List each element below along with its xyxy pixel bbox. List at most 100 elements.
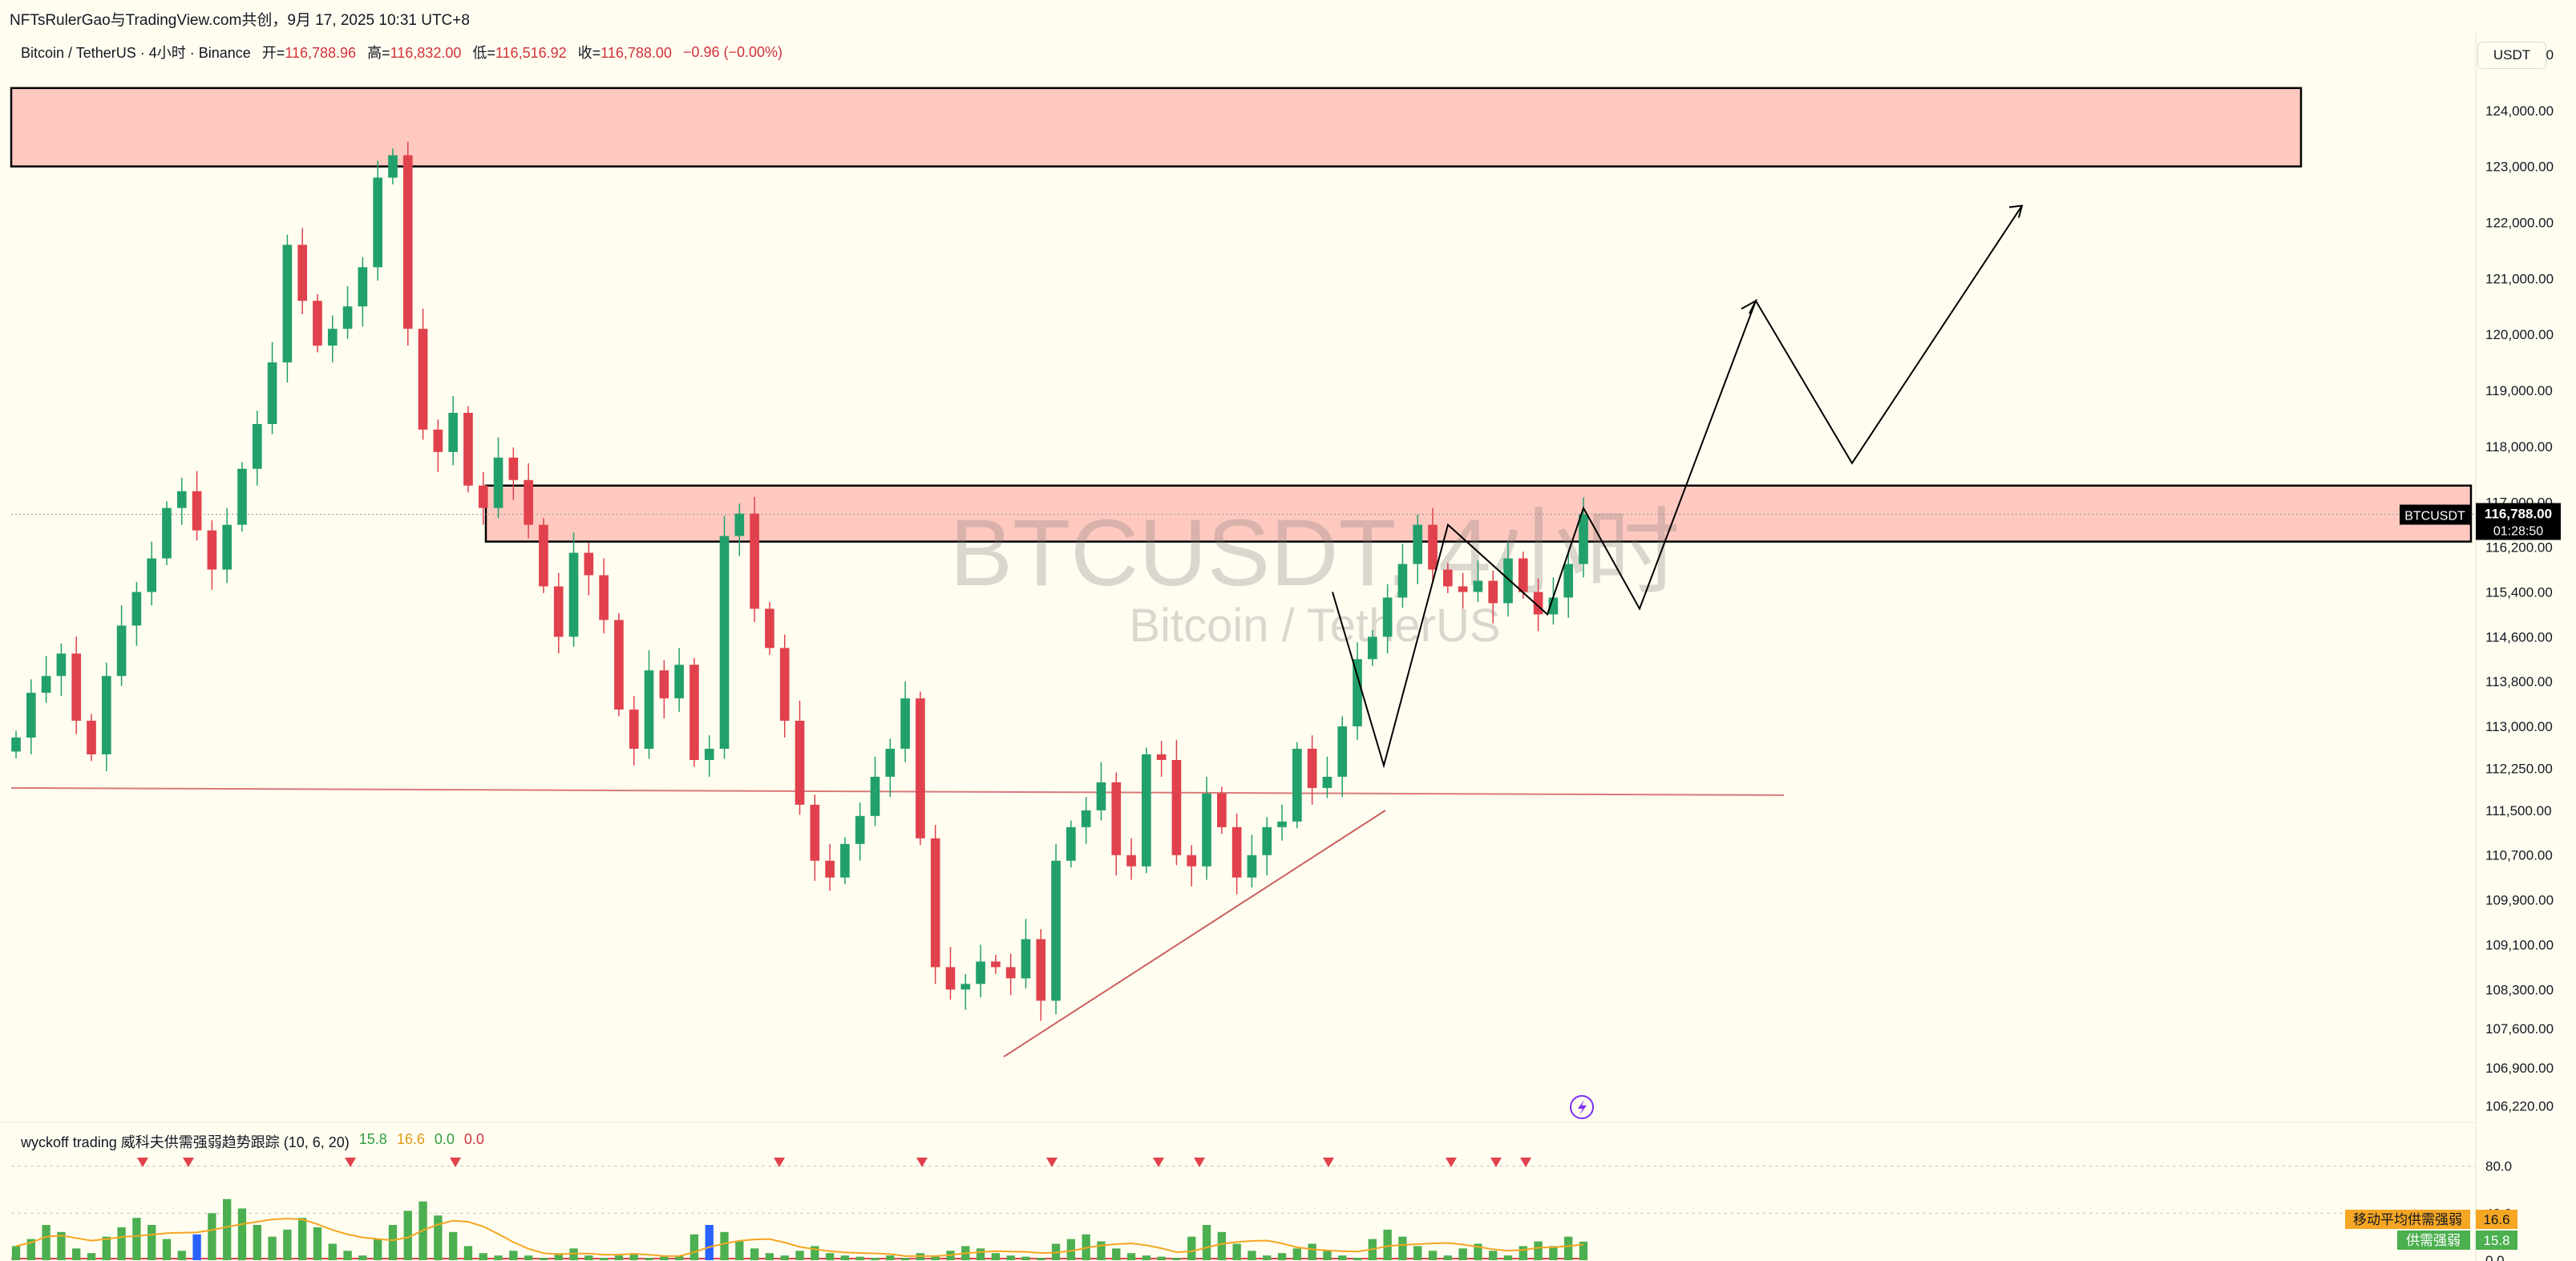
candle-body <box>358 267 368 307</box>
indicator-bar <box>26 1239 35 1260</box>
y-tick-label: 110,700.00 <box>2485 848 2553 863</box>
badge-value-box <box>2476 1231 2517 1250</box>
signal-marker <box>450 1158 461 1167</box>
projection-arrowhead-mid <box>1741 298 1758 314</box>
indicator-bar <box>1489 1251 1498 1260</box>
indicator-bar <box>765 1253 774 1260</box>
indicator-bar <box>283 1229 292 1260</box>
indicator-bar <box>524 1255 533 1260</box>
candle-body <box>402 155 413 329</box>
indicator-tick-label: 0.0 <box>2485 1253 2505 1261</box>
candle-body <box>1548 597 1559 615</box>
indicator-bar <box>434 1215 443 1260</box>
indicator-bar <box>1474 1243 1482 1260</box>
indicator-bar <box>1564 1236 1573 1260</box>
candle-body <box>1066 827 1076 861</box>
candle-body <box>1563 564 1574 598</box>
candle-body <box>1096 782 1106 810</box>
indicator-bar <box>388 1225 398 1260</box>
symbol-label[interactable]: Bitcoin / TetherUS · 4小时 · Binance <box>21 45 251 61</box>
indicator-bar <box>1519 1246 1527 1260</box>
candle-body <box>568 552 579 637</box>
candle-body <box>1171 759 1182 855</box>
candle-body <box>1081 810 1091 827</box>
candle-body <box>1397 564 1408 598</box>
indicator-bar <box>931 1255 940 1260</box>
candle-body <box>1217 793 1227 827</box>
signal-marker <box>1194 1158 1205 1167</box>
indicator-legend[interactable]: wyckoff trading 威科夫供需强弱趋势跟踪 (10, 6, 20) … <box>21 1131 484 1152</box>
candle-body <box>779 648 790 721</box>
indicator-bar <box>795 1251 804 1260</box>
indicator-bar <box>1021 1256 1030 1260</box>
y-tick-label: 106,220.00 <box>2485 1099 2554 1114</box>
indicator-bar <box>1142 1255 1151 1260</box>
indicator-bar <box>976 1248 985 1260</box>
currency-selector[interactable]: USDT <box>2477 42 2546 69</box>
candle-body <box>1353 659 1362 727</box>
indicator-value-2: 16.6 <box>396 1131 425 1147</box>
y-tick-label: 116,200.00 <box>2485 540 2553 556</box>
candle-body <box>765 608 774 649</box>
indicator-bar <box>1308 1243 1316 1260</box>
indicator-bar <box>1458 1248 1467 1260</box>
signal-marker <box>345 1158 356 1167</box>
y-tick-label: 122,000.00 <box>2485 215 2554 230</box>
indicator-bar <box>237 1208 247 1260</box>
indicator-bar <box>1292 1248 1302 1260</box>
candle-body <box>795 721 805 805</box>
candle-body <box>584 552 594 576</box>
indicator-bar <box>1126 1253 1136 1260</box>
candle-body <box>1367 637 1377 660</box>
badge-label-box <box>2397 1231 2470 1250</box>
candle-body <box>237 468 247 525</box>
indicator-bar <box>1157 1256 1166 1260</box>
candle-body <box>493 457 503 508</box>
indicator-bar <box>192 1234 201 1260</box>
candle-body <box>840 843 850 878</box>
candle-body <box>1337 726 1348 777</box>
indicator-bar <box>1037 1258 1045 1260</box>
signal-marker <box>1520 1158 1531 1167</box>
candle-body <box>659 670 669 699</box>
candle-body <box>1262 827 1272 855</box>
candle-body <box>478 485 488 508</box>
badge-value: 15.8 <box>2483 1233 2509 1248</box>
indicator-bar <box>900 1258 910 1260</box>
candle-body <box>388 155 398 178</box>
candle-body <box>222 524 233 570</box>
indicator-bar <box>479 1253 487 1260</box>
indicator-bar <box>584 1255 593 1260</box>
candle-body <box>629 709 639 750</box>
high-label: 高= <box>367 45 390 61</box>
indicator-bar <box>162 1239 172 1260</box>
signal-marker <box>183 1158 194 1167</box>
indicator-bar <box>735 1241 744 1260</box>
candle-body <box>810 804 820 861</box>
indicator-bar <box>1187 1236 1196 1260</box>
candle-body <box>1142 754 1151 867</box>
indicator-bar <box>1217 1231 1227 1260</box>
y-tick-label: 109,100.00 <box>2485 937 2554 952</box>
y-tick-label: 124,000.00 <box>2485 103 2554 119</box>
rising-trendline <box>1003 810 1386 1058</box>
candle-body <box>176 491 187 508</box>
y-tick-label: 109,900.00 <box>2485 893 2554 908</box>
indicator-bar <box>148 1225 156 1260</box>
indicator-bar <box>1383 1229 1392 1260</box>
candle-body <box>1156 754 1167 760</box>
candle-body <box>855 815 865 844</box>
indicator-bar <box>1428 1251 1438 1260</box>
signal-marker <box>137 1158 148 1167</box>
badge-ma-label: 移动平均供需强弱 <box>2353 1212 2462 1227</box>
candle-body <box>689 665 699 760</box>
indicator-bar <box>1579 1241 1588 1260</box>
candle-body <box>614 620 624 710</box>
candle-body <box>1111 782 1122 855</box>
candle-body <box>1442 569 1453 587</box>
candle-body <box>1036 939 1046 1001</box>
indicator-bar <box>358 1255 367 1260</box>
y-tick-label: 107,600.00 <box>2485 1021 2554 1037</box>
